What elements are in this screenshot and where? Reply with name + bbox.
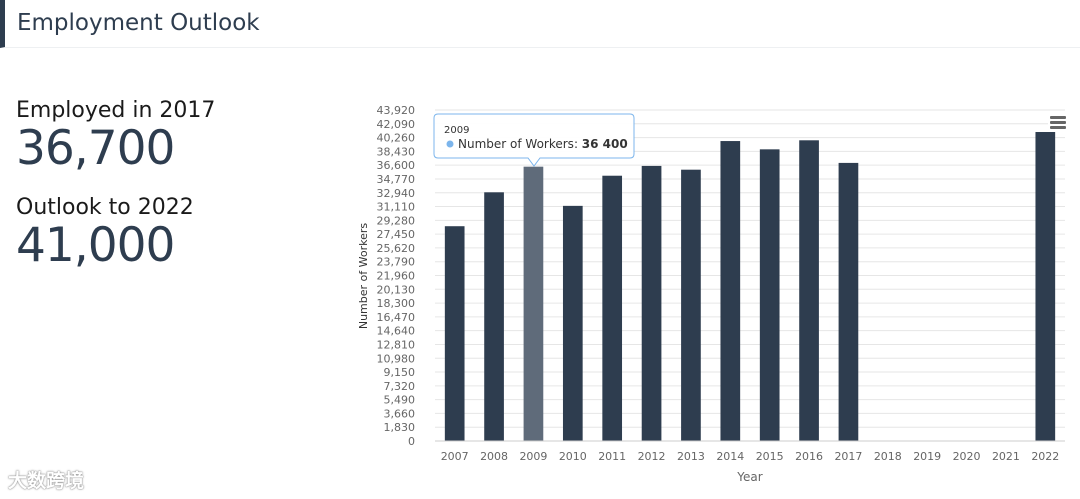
bar-2015[interactable]: [759, 149, 780, 442]
tooltip-value: 36 400: [582, 137, 628, 151]
y-tick-label: 42,090: [377, 118, 416, 131]
tooltip-series-name: Number of Workers: [458, 137, 574, 151]
employed-block: Employed in 2017 36,700: [16, 98, 336, 175]
x-tick-label: 2009: [519, 450, 547, 463]
x-tick-label: 2014: [716, 450, 744, 463]
y-tick-label: 1,830: [384, 421, 416, 434]
y-tick-label: 32,940: [377, 187, 416, 200]
y-tick-label: 40,260: [377, 132, 416, 145]
x-tick-label: 2013: [677, 450, 705, 463]
y-axis-ticks: 01,8303,6605,4907,3209,15010,98012,81014…: [377, 104, 416, 448]
employed-value: 36,700: [16, 121, 175, 176]
outlook-value: 41,000: [16, 217, 175, 273]
tooltip-series-dot: [446, 140, 454, 148]
y-tick-label: 31,110: [377, 201, 416, 214]
x-tick-label: 2010: [559, 450, 587, 463]
x-tick-label: 2019: [913, 450, 941, 463]
bar-2022[interactable]: [1035, 132, 1056, 441]
x-tick-label: 2020: [953, 450, 981, 463]
x-tick-label: 2018: [874, 450, 902, 463]
bar-2013[interactable]: [681, 169, 701, 441]
y-tick-label: 3,660: [384, 407, 416, 420]
x-tick-label: 2021: [992, 450, 1020, 463]
page-header: Employment Outlook: [0, 0, 1080, 48]
bar-2008[interactable]: [484, 192, 504, 441]
y-tick-label: 16,470: [377, 311, 416, 324]
chart-svg: 01,8303,6605,4907,3209,15010,98012,81014…: [357, 104, 1068, 484]
x-tick-label: 2007: [441, 450, 469, 463]
bar-2009[interactable]: [523, 166, 544, 441]
y-tick-label: 12,810: [377, 338, 416, 351]
x-axis-ticks: 2007 2008 2009 2010 2011 2012 2013 2014 2015 2016…: [435, 440, 1065, 463]
y-tick-label: 38,430: [377, 145, 416, 158]
bar-2012[interactable]: [641, 165, 662, 441]
y-tick-label: 14,640: [377, 325, 416, 338]
x-axis-label: Year: [736, 470, 762, 484]
bar-2007[interactable]: [444, 226, 465, 441]
hamburger-menu-icon: [1050, 116, 1066, 129]
y-tick-label: 5,490: [384, 394, 416, 407]
tooltip-line: Number of Workers: 36 400: [458, 137, 628, 151]
y-tick-label: 9,150: [384, 366, 416, 379]
y-tick-label: 23,790: [377, 256, 416, 269]
x-tick-label: 2012: [638, 450, 666, 463]
y-tick-label: 34,770: [377, 173, 416, 186]
stats-panel: Employed in 2017 36,700 Outlook to 2022 …: [16, 98, 336, 271]
y-tick-label: 27,450: [377, 228, 416, 241]
employed-label: Employed in 2017: [16, 98, 216, 123]
y-tick-label: 43,920: [377, 104, 416, 117]
y-tick-label: 21,960: [377, 270, 416, 283]
y-tick-label: 7,320: [384, 380, 416, 393]
y-tick-label: 10,980: [377, 352, 416, 365]
employment-chart: 0 1,830 3,660 5,490 7,320 9,150 10,980 12,810 14…: [340, 96, 1080, 499]
x-tick-label: 2022: [1031, 450, 1059, 463]
bar-2016[interactable]: [799, 140, 819, 441]
bar-2011[interactable]: [602, 175, 623, 442]
page-title: Employment Outlook: [17, 10, 260, 36]
x-tick-label: 2017: [834, 450, 862, 463]
outlook-label: Outlook to 2022: [16, 194, 194, 220]
x-tick-label: 2015: [756, 450, 784, 463]
y-tick-label: 0: [408, 435, 415, 448]
y-tick-label: 25,620: [377, 242, 416, 255]
y-tick-label: 29,280: [377, 214, 416, 227]
chart-tooltip: 2009 Number of Workers: 36 400: [433, 113, 635, 167]
chart-menu-button[interactable]: [1048, 114, 1068, 131]
y-axis-label: Number of Workers: [357, 223, 370, 330]
x-tick-label: 2011: [598, 450, 626, 463]
outlook-block: Outlook to 2022 41,000: [16, 195, 336, 272]
watermark-logo: 大数跨境: [8, 470, 85, 492]
y-tick-label: 20,130: [377, 283, 416, 296]
x-tick-label: 2008: [480, 450, 508, 463]
y-tick-label: 36,600: [377, 159, 416, 172]
bar-2014[interactable]: [720, 141, 741, 441]
bar-2017[interactable]: [838, 162, 859, 441]
chart-bars: [444, 132, 1056, 442]
tooltip-year: 2009: [444, 125, 469, 136]
y-tick-label: 18,300: [377, 297, 416, 310]
bar-2010[interactable]: [562, 205, 583, 441]
x-tick-label: 2016: [795, 450, 823, 463]
